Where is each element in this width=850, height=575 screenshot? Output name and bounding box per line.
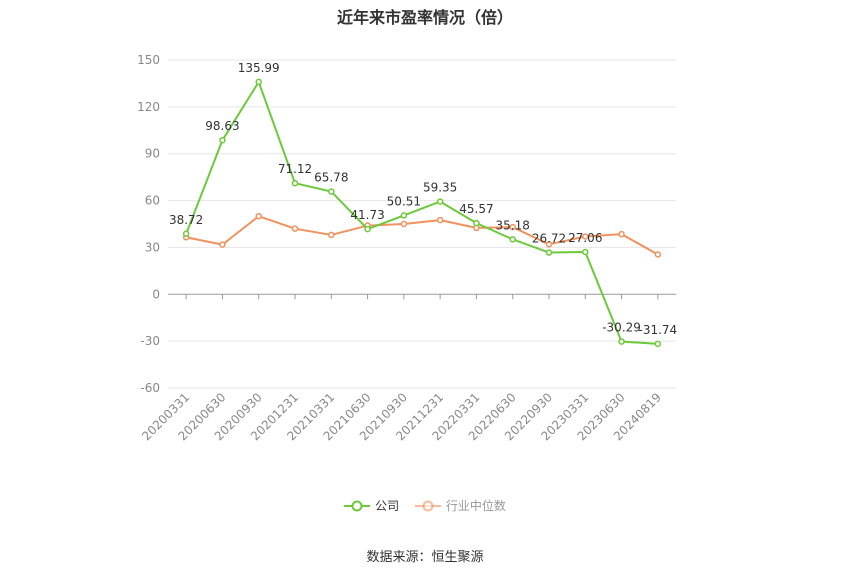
legend-marker-company: [344, 500, 371, 511]
point-company[interactable]: [400, 212, 408, 219]
point-company[interactable]: [182, 230, 190, 238]
y-tick-label: -30: [140, 334, 160, 348]
data-label-company: -31.74: [639, 323, 678, 337]
legend-item-company[interactable]: 公司: [344, 497, 399, 514]
point-company[interactable]: [255, 78, 262, 86]
point-company[interactable]: [618, 338, 625, 345]
point-company[interactable]: [654, 340, 662, 348]
y-tick-label: 0: [152, 287, 160, 301]
data-label-company: 41.73: [350, 208, 384, 222]
point-industry-median[interactable]: [400, 220, 408, 228]
point-industry-median[interactable]: [291, 225, 299, 232]
point-industry-median[interactable]: [328, 231, 335, 239]
y-tick-label: 150: [137, 53, 160, 67]
grid-lines: [168, 59, 676, 389]
y-tick-label: 90: [145, 147, 160, 161]
legend-label-company: 公司: [375, 499, 400, 513]
data-label-company: 65.78: [314, 171, 348, 185]
series-line-company: [185, 80, 658, 345]
point-company[interactable]: [364, 225, 371, 233]
series-line-industry-median: [185, 215, 659, 256]
y-tick-label: -60: [140, 381, 160, 395]
legend-item-industry-median[interactable]: 行业中位数: [414, 497, 506, 514]
point-industry-median[interactable]: [255, 212, 262, 220]
legend-marker-industry-median: [414, 500, 441, 511]
data-label-company: 71.12: [278, 162, 312, 176]
axes: -60-300306090120150202003312020063020200…: [137, 53, 676, 443]
point-industry-median[interactable]: [618, 230, 625, 238]
y-tick-label: 60: [145, 194, 160, 208]
y-tick-label: 120: [137, 100, 160, 114]
source-note: 数据来源：恒生聚源: [366, 550, 484, 565]
y-tick-label: 30: [145, 240, 160, 254]
point-company[interactable]: [509, 236, 516, 243]
data-label-company: -30.29: [602, 321, 641, 335]
point-company[interactable]: [219, 136, 226, 144]
point-industry-median[interactable]: [509, 223, 516, 231]
data-label-company: 26.72: [532, 232, 566, 246]
legend: 公司 行业中位数: [0, 497, 850, 515]
data-label-company: 38.72: [169, 213, 203, 227]
chart-title: 近年来市盈率情况（倍）: [336, 8, 513, 27]
data-label-company: 98.63: [205, 119, 239, 133]
data-label-company: 135.99: [238, 61, 280, 75]
series: [182, 78, 662, 348]
data-label-company: 35.18: [496, 218, 530, 232]
point-industry-median[interactable]: [582, 233, 589, 240]
data-label-company: 45.57: [459, 202, 493, 216]
data-label-company: 50.51: [387, 194, 421, 208]
point-company[interactable]: [582, 248, 589, 256]
point-industry-median[interactable]: [436, 216, 444, 224]
point-industry-median[interactable]: [654, 251, 662, 258]
point-company[interactable]: [545, 249, 553, 256]
point-company[interactable]: [436, 198, 444, 205]
data-label-company: 27.06: [568, 231, 602, 245]
legend-label-industry-median: 行业中位数: [445, 499, 506, 513]
data-label-company: 59.35: [423, 181, 457, 195]
point-industry-median[interactable]: [219, 241, 226, 248]
point-company[interactable]: [328, 188, 335, 195]
point-company[interactable]: [473, 219, 480, 227]
point-industry-median[interactable]: [545, 241, 553, 248]
point-company[interactable]: [291, 179, 299, 187]
